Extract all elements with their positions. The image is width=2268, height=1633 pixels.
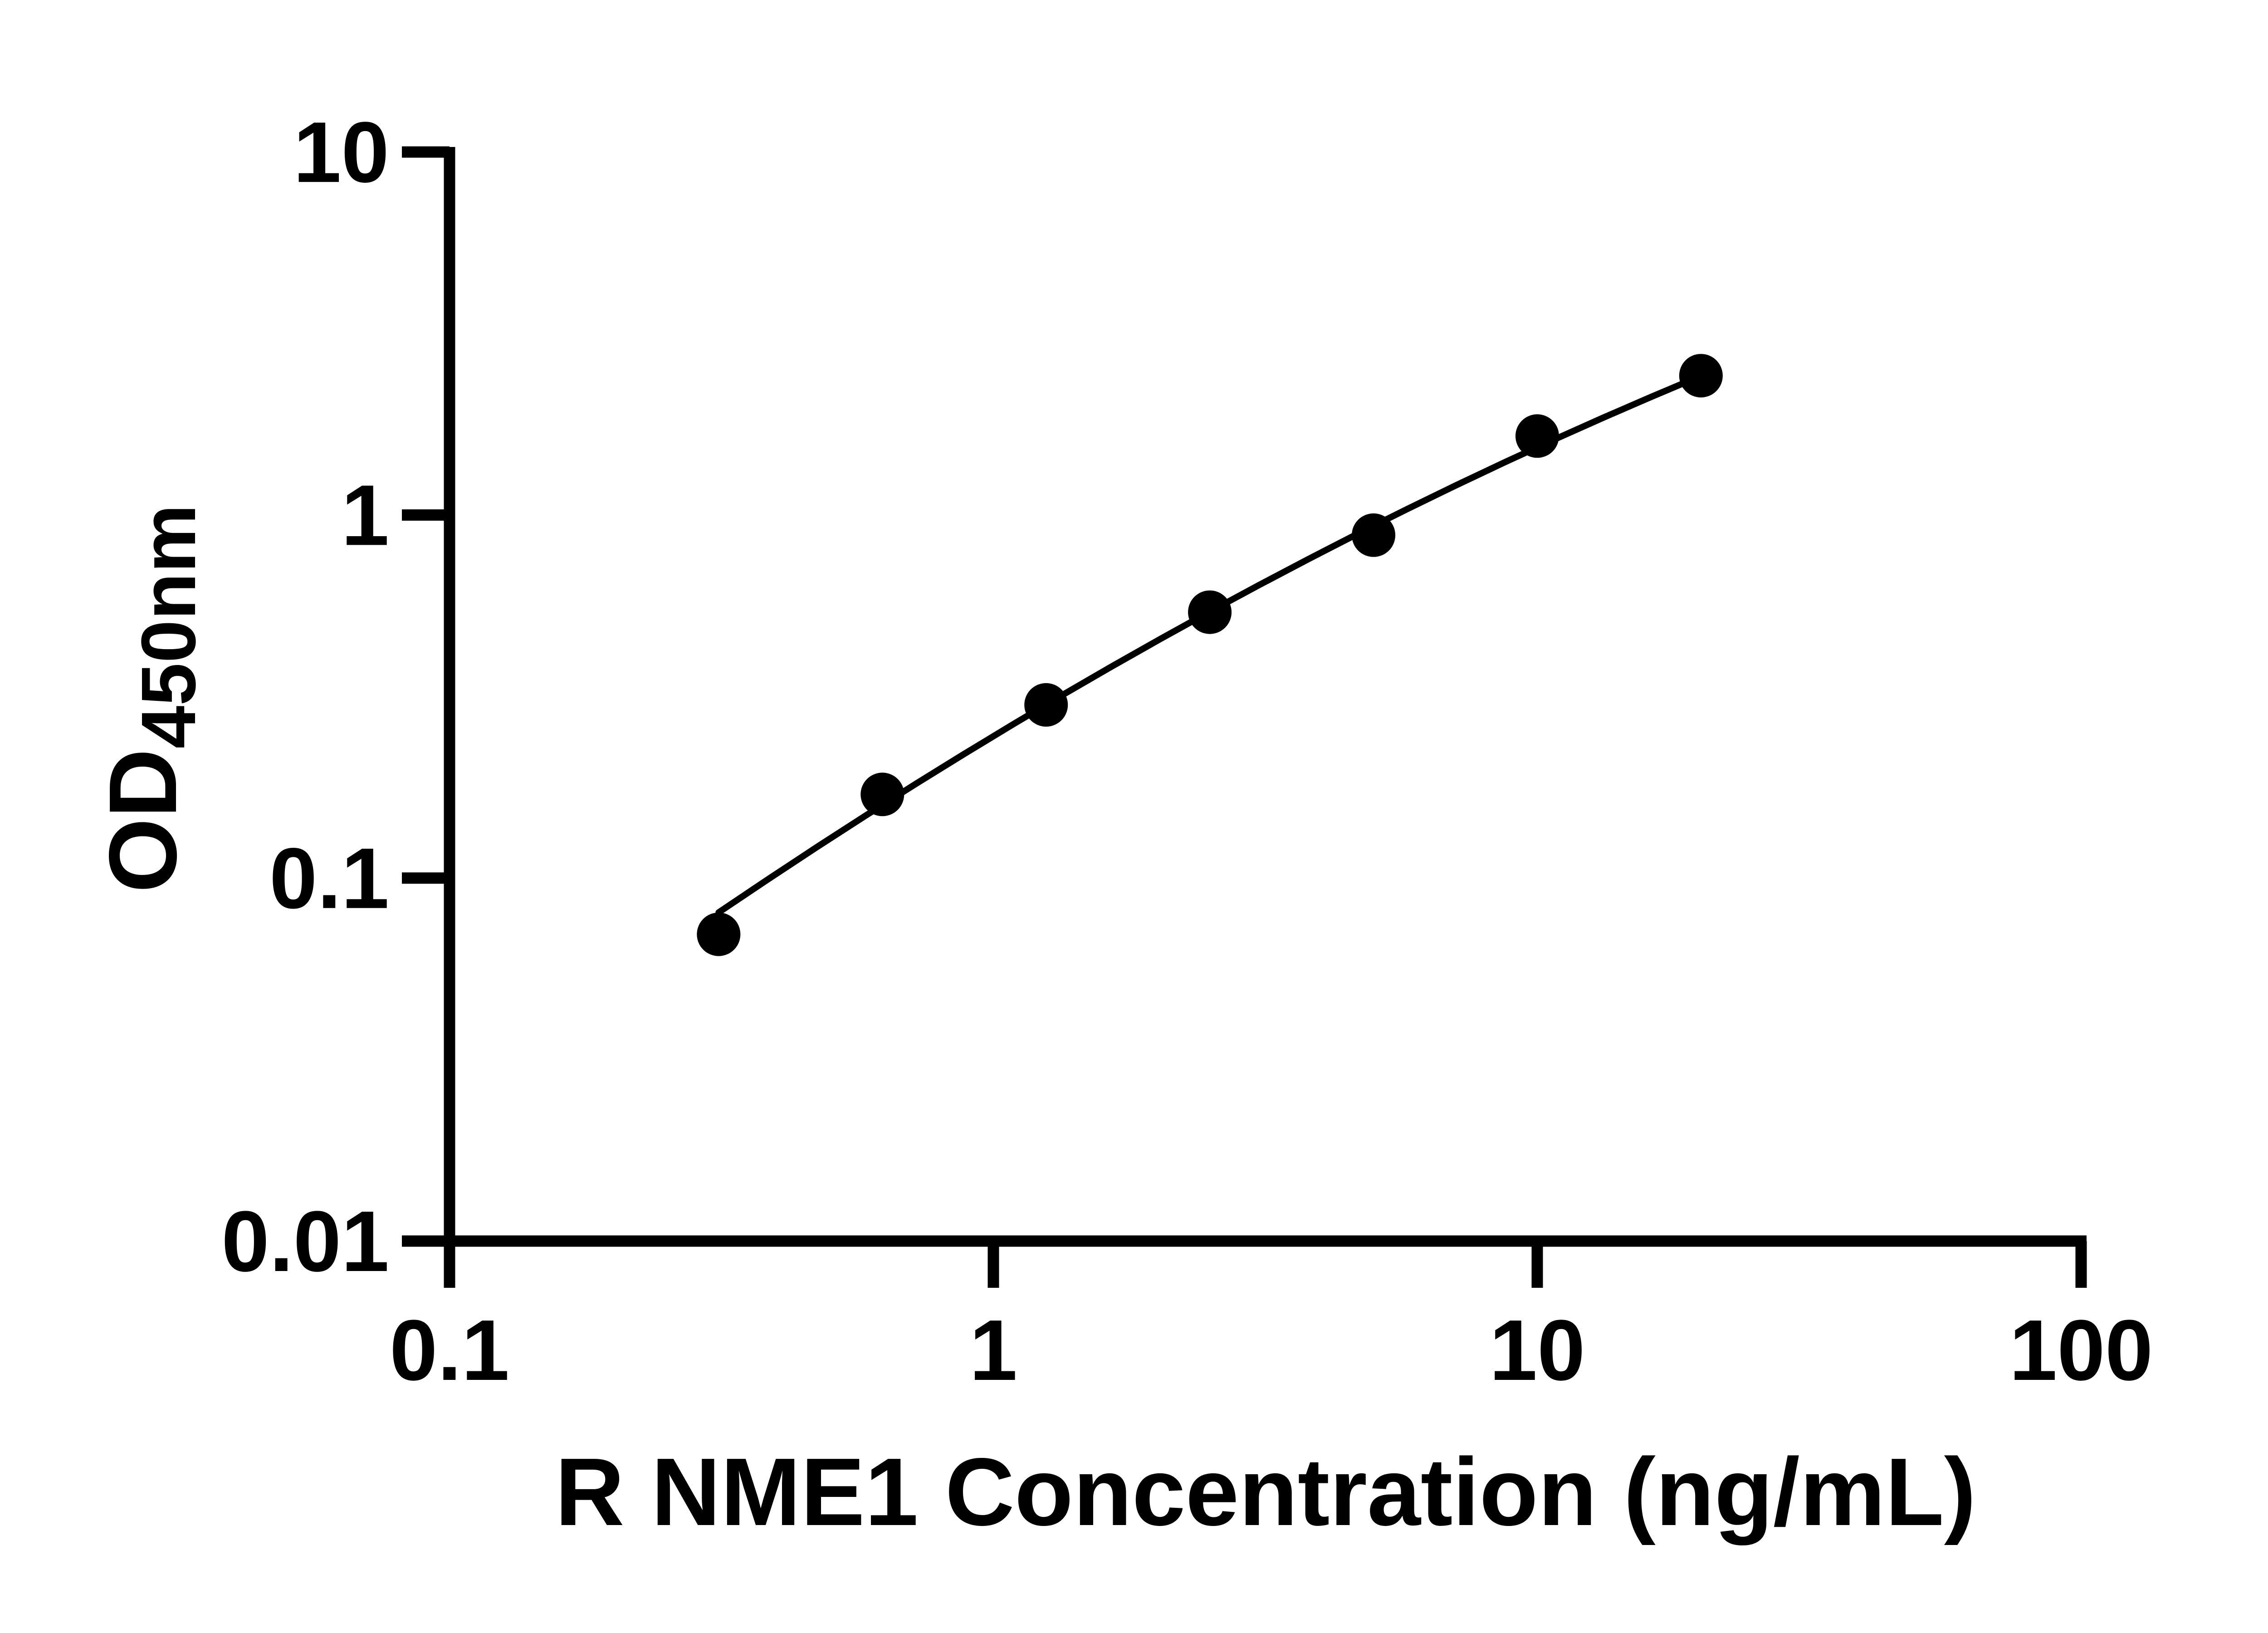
y-axis-ticks: [402, 146, 450, 1247]
data-point-marker: [1024, 683, 1068, 727]
x-tick-label: 1: [969, 1302, 1017, 1398]
x-tick-label: 100: [2009, 1302, 2153, 1398]
y-axis-title: OD450nm: [89, 504, 212, 893]
x-axis-ticks: [444, 1241, 2087, 1288]
x-axis-title: R NME1 Concentration (ng/mL): [555, 1438, 1976, 1545]
y-axis-title-main: OD: [89, 748, 196, 893]
x-tick-label: 0.1: [390, 1302, 509, 1398]
y-tick-label: 1: [341, 467, 389, 563]
y-tick-label: 10: [293, 104, 389, 200]
fit-curve-line: [715, 372, 1704, 916]
x-axis-tick-labels: 0.1 1 10 100: [390, 1302, 2153, 1398]
data-point-marker: [1515, 414, 1559, 458]
data-point-marker: [1188, 590, 1232, 634]
y-tick-label: 0.1: [269, 831, 389, 927]
data-point-marker: [697, 912, 741, 956]
x-tick-label: 10: [1489, 1302, 1585, 1398]
data-point-marker: [1679, 354, 1723, 398]
data-point-marker: [860, 772, 904, 816]
data-point-marker: [1352, 513, 1396, 557]
y-axis-tick-labels: 0.01 0.1 1 10: [221, 104, 389, 1290]
y-axis: 0.01 0.1 1 10: [221, 104, 455, 1290]
y-tick-label: 0.01: [221, 1193, 389, 1290]
y-axis-title-subscript: 450nm: [126, 504, 212, 749]
x-axis: 0.1 1 10 100: [390, 1235, 2153, 1398]
data-point-series: [697, 354, 1723, 956]
